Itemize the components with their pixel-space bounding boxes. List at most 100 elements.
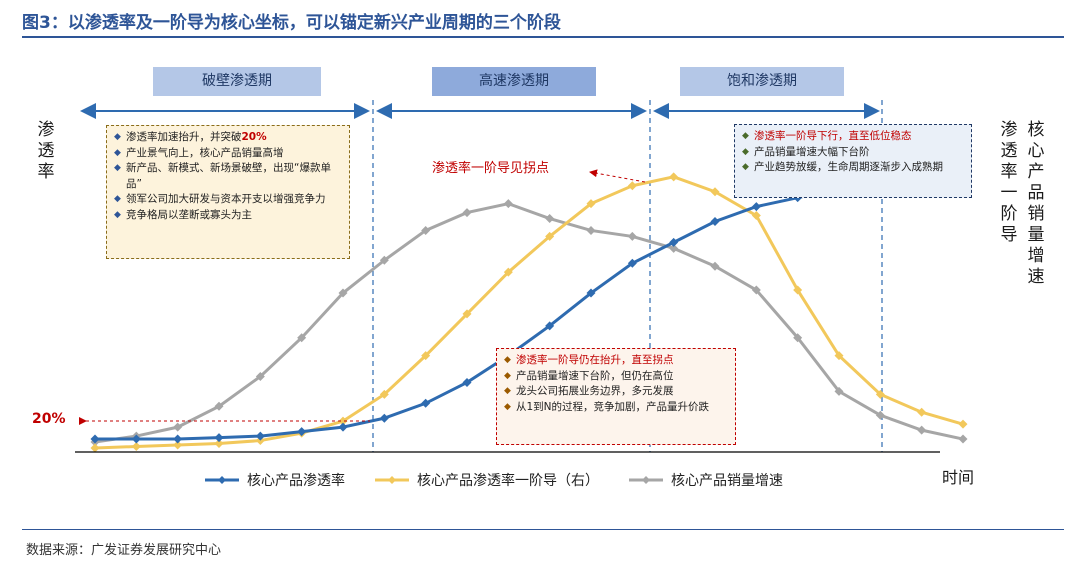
data-point: [214, 439, 224, 449]
data-point: [421, 225, 431, 235]
data-point: [751, 211, 761, 221]
x-axis-label: 时间: [942, 468, 975, 487]
phase3-notes: ◆ 渗透率一阶导下行，直至低位稳态 ◆ 产品销量增速大幅下台阶 ◆ 产业趋势放缓，生命…: [734, 124, 972, 198]
chart-legend: 核心产品渗透率 核心产品渗透率一阶导（右） 核心产品销量增速: [205, 470, 813, 490]
data-point: [669, 243, 679, 253]
diamond-icon: ◆: [114, 163, 121, 173]
inflection-guide: [589, 169, 646, 183]
data-point: [710, 187, 720, 197]
data-point: [297, 333, 307, 343]
data-point: [710, 261, 720, 271]
right-axis-label: 核心产品销量增速: [1027, 120, 1045, 287]
data-point: [338, 416, 348, 426]
diamond-icon: ◆: [504, 370, 511, 381]
legend-item-derivative: 核心产品渗透率一阶导（右）: [375, 470, 599, 490]
diamond-icon: ◆: [742, 131, 749, 141]
phase-label-saturation: 饱和渗透期: [680, 67, 844, 96]
data-point: [627, 181, 637, 191]
inflection-label: 渗透率一阶导见拐点: [432, 161, 550, 176]
note-item: ◆ 从1到N的过程，竞争加剧，产品量升价跌: [504, 400, 728, 416]
data-point: [751, 285, 761, 295]
phase1-notes: ◆ 渗透率加速抬升，并突破20% ◆ 产业景气向上，核心产品销量高增 ◆ 新产品、新模…: [106, 125, 350, 259]
figure-title: 图3：以渗透率及一阶导为核心坐标，可以锚定新兴产业周期的三个阶段: [22, 13, 561, 33]
note-item: ◆ 新产品、新模式、新场景破壁，出现“爆款单品”: [114, 162, 331, 190]
diamond-icon: ◆: [114, 132, 121, 142]
data-point: [917, 407, 927, 417]
twenty-percent-label: 20%: [32, 411, 66, 427]
data-point: [255, 431, 265, 441]
legend-swatch: [205, 476, 239, 484]
data-point: [545, 214, 555, 224]
data-point: [255, 371, 265, 381]
source-note: 数据来源：广发证券发展研究中心: [26, 543, 222, 558]
note-item: ◆ 渗透率加速抬升，并突破20%: [114, 130, 342, 146]
data-point: [586, 225, 596, 235]
note-item: ◆ 产品销量增速下台阶，但仍在高位: [504, 369, 728, 385]
data-point: [834, 386, 844, 396]
data-point: [586, 199, 596, 209]
data-point: [338, 288, 348, 298]
phase-label-rapid: 高速渗透期: [432, 67, 596, 96]
data-point: [173, 434, 183, 444]
phase-label-breakthrough: 破壁渗透期: [153, 67, 321, 96]
diamond-icon: ◆: [742, 146, 749, 157]
data-point: [710, 217, 720, 227]
data-point: [421, 398, 431, 408]
data-point: [421, 351, 431, 361]
data-point: [669, 172, 679, 182]
data-point: [586, 288, 596, 298]
data-point: [545, 231, 555, 241]
data-point: [958, 419, 968, 429]
data-point: [669, 237, 679, 247]
series-line-1: [94, 175, 964, 450]
note-item: ◆ 竞争格局以垄断或寡头为主: [114, 208, 342, 224]
series-line-2: [94, 202, 964, 444]
diamond-icon: ◆: [114, 147, 121, 158]
note-item: ◆ 产业景气向上，核心产品销量高增: [114, 146, 342, 162]
legend-swatch: [629, 476, 663, 484]
data-point: [90, 443, 100, 453]
diamond-icon: ◆: [504, 355, 511, 365]
diamond-icon: ◆: [742, 162, 749, 172]
data-point: [379, 389, 389, 399]
data-point: [173, 422, 183, 432]
note-item: ◆ 龙头公司拓展业务边界，多元发展: [504, 384, 728, 400]
title-rule: [22, 36, 1064, 38]
note-item: ◆ 产品销量增速大幅下台阶: [742, 145, 964, 161]
data-point: [90, 434, 100, 444]
data-point: [131, 434, 141, 444]
diamond-icon: ◆: [504, 386, 511, 396]
note-item: ◆ 领军公司加大研发与资本开支以增强竞争力: [114, 192, 342, 208]
data-point: [214, 401, 224, 411]
data-point: [462, 208, 472, 218]
diamond-icon: ◆: [114, 194, 121, 204]
data-point: [462, 377, 472, 387]
data-point: [338, 422, 348, 432]
data-point: [627, 258, 637, 268]
data-point: [503, 199, 513, 209]
legend-swatch: [375, 476, 409, 484]
data-point: [297, 427, 307, 437]
legend-item-sales-growth: 核心产品销量增速: [629, 470, 783, 490]
note-item: ◆ 渗透率一阶导仍在抬升，直至拐点: [504, 353, 728, 369]
data-point: [875, 389, 885, 399]
data-point: [173, 440, 183, 450]
data-point: [462, 309, 472, 319]
data-point: [214, 433, 224, 443]
legend-item-penetration: 核心产品渗透率: [205, 470, 345, 490]
phase2-notes: ◆ 渗透率一阶导仍在抬升，直至拐点 ◆ 产品销量增速下台阶，但仍在高位 ◆ 龙头公司拓…: [496, 348, 736, 445]
footer-rule: [22, 529, 1064, 530]
data-point: [379, 413, 389, 423]
data-point: [917, 425, 927, 435]
data-point: [503, 267, 513, 277]
left-axis-label: 渗透率: [37, 120, 55, 182]
data-point: [793, 285, 803, 295]
data-point: [131, 442, 141, 452]
diamond-icon: ◆: [114, 209, 121, 220]
data-point: [751, 202, 761, 212]
data-point: [379, 255, 389, 265]
data-point: [834, 351, 844, 361]
data-point: [958, 434, 968, 444]
note-item: ◆ 渗透率一阶导下行，直至低位稳态: [742, 129, 964, 145]
